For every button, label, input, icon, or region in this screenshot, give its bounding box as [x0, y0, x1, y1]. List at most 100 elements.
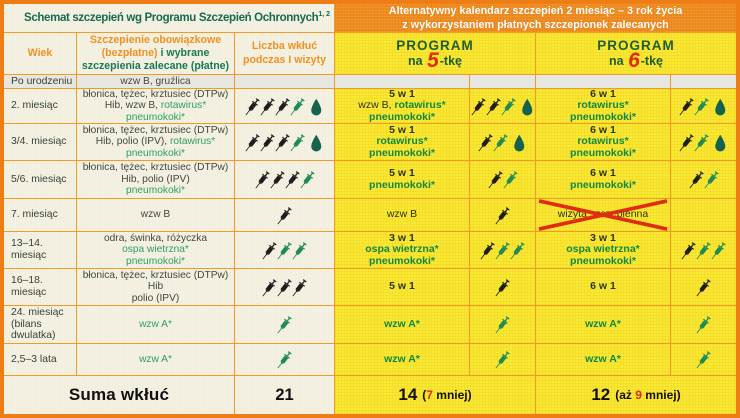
vaccines-cell: błonica, tężec, krztusiec (DTPw) Hib polio…: [77, 269, 235, 306]
text-segment: pneumokoki*: [369, 146, 435, 159]
program6-icons-cell: [671, 344, 736, 376]
age-cell: 3/4. miesiąc: [4, 124, 77, 161]
oral-drop-icon: [715, 134, 726, 152]
program5-vaccines-cell: 3 w 1 ospa wietrzna* pneumokoki*: [335, 232, 470, 269]
syringe-black-icon: [245, 97, 260, 115]
age-line: Po urodzeniu: [11, 75, 73, 87]
age-cell: 5/6. miesiąc: [4, 161, 77, 199]
title-text: Schemat szczepień wg Programu Szczepień …: [24, 12, 319, 24]
vaccines-header-line1: Szczepienie obowiązkowe: [89, 33, 222, 46]
program6-icons-cell: [671, 161, 736, 199]
program5-icons-cell: [470, 75, 536, 89]
text-segment: rotawirus*: [577, 135, 629, 148]
text-line: Hib, wzw B, rotawirus*: [105, 100, 206, 111]
program5-icons-cell: [470, 232, 536, 269]
oral-drop-icon: [514, 134, 525, 152]
column-header-age: Wiek: [4, 33, 77, 75]
syringe-black-icon: [292, 278, 307, 296]
program6-vaccines-cell: wizyta szczepienna: [536, 199, 671, 232]
syringe-black-icon: [262, 278, 277, 296]
syringe-black-icon: [275, 97, 290, 115]
syringe-green-icon: [711, 241, 726, 259]
summary-note: (7 mniej): [422, 388, 471, 402]
text-segment: mniej): [432, 388, 472, 402]
vaccines-cell: błonica, tężec, krztusiec (DTPw) Hib, pol…: [77, 124, 235, 161]
text-line: 6 w 1: [590, 89, 616, 100]
age-line: dwulatka): [11, 330, 56, 342]
program6-icons-cell: [671, 124, 736, 161]
injections-count-cell: [235, 344, 335, 376]
text-segment: pneumokoki*: [126, 255, 185, 267]
text-line: ospa wietrzna*: [566, 243, 640, 256]
summary-value: 12: [591, 385, 611, 404]
syringe-green-icon: [696, 351, 711, 369]
text-segment: na: [408, 53, 423, 68]
syringe-black-icon: [255, 171, 270, 189]
program5-icons-cell: [470, 161, 536, 199]
text-segment: wzw B: [386, 208, 418, 221]
text-line: pneumokoki*: [369, 111, 435, 123]
text-line: wzw A*: [585, 353, 621, 366]
syringe-green-icon: [696, 241, 711, 259]
text-segment: 5 w 1: [389, 166, 415, 179]
text-segment: Hib, wzw B,: [104, 100, 161, 112]
text-line: rotawirus*: [577, 135, 629, 148]
text-segment: pneumokoki*: [369, 254, 435, 267]
syringe-black-icon: [270, 171, 285, 189]
text-segment: pneumokoki*: [126, 111, 185, 123]
text-segment: -tkę: [640, 53, 663, 68]
text-segment: pneumokoki*: [369, 178, 435, 191]
text-segment: Hib: [147, 281, 164, 293]
program5-vaccines-cell: 5 w 1 wzw B, rotawirus* pneumokoki*: [335, 89, 470, 124]
text-segment: mniej): [641, 388, 681, 402]
oral-drop-icon: [311, 134, 322, 152]
text-line: błonica, tężec, krztusiec (DTPw): [83, 125, 229, 136]
text-segment: (aż: [615, 388, 636, 402]
summary-total-program6: 12 (aż 9 mniej): [536, 376, 736, 414]
text-line: błonica, tężec, krztusiec (DTPw): [83, 89, 229, 100]
text-segment: 6 w 1: [590, 89, 616, 100]
text-line: pneumokoki*: [126, 256, 185, 267]
program6-icons-cell: [671, 75, 736, 89]
text-line: rotawirus*: [577, 99, 628, 112]
vaccines-cell: wzw B: [77, 199, 235, 232]
column-header-injections: Liczba wkłuć podczas I wizyty: [235, 33, 335, 75]
text-line: pneumokoki*: [126, 185, 185, 196]
program6-icons-cell: [671, 232, 736, 269]
syringe-black-icon: [679, 97, 694, 115]
injections-header-line1: Liczba wkłuć: [251, 40, 318, 53]
injections-count-cell: [235, 161, 335, 199]
text-segment: pneumokoki*: [570, 110, 636, 123]
text-segment: ospa wietrzna*: [566, 243, 640, 256]
syringe-green-icon: [495, 351, 510, 369]
program5-icons-cell: [470, 124, 536, 161]
age-line: 5/6. miesiąc: [11, 173, 67, 185]
text-segment: 5 w 1: [389, 124, 415, 136]
text-segment: wzw A*: [384, 352, 420, 365]
text-segment: 5 w 1: [389, 280, 415, 293]
syringe-black-icon: [275, 133, 290, 151]
text-segment: pneumokoki*: [570, 146, 636, 159]
age-line: (bilans: [11, 318, 42, 330]
vaccines-header-line3: szczepienia zalecane (płatne): [81, 60, 230, 73]
summary-note-highlight: 7: [426, 388, 433, 402]
syringe-black-icon: [495, 206, 510, 224]
program6-icons-cell: [671, 89, 736, 124]
syringe-green-icon: [292, 241, 307, 259]
text-line: pneumokoki*: [369, 146, 435, 160]
injections-count-cell: [235, 232, 335, 269]
text-segment: odra, świnka, różyczka: [103, 232, 208, 244]
syringe-green-icon: [277, 351, 292, 369]
program6-icons-cell: [671, 269, 736, 306]
syringe-black-icon: [245, 133, 260, 151]
syringe-black-icon: [486, 97, 501, 115]
age-cell: 13–14. miesiąc: [4, 232, 77, 269]
vaccines-cell: wzw A*: [77, 306, 235, 344]
vaccines-cell: wzw A*: [77, 344, 235, 376]
text-segment: 3 w 1: [389, 232, 415, 244]
program5-title: PROGRAM: [396, 38, 474, 54]
text-segment: 6 w 1: [590, 124, 616, 136]
column-header-program6: PROGRAM na 6-tkę: [536, 33, 736, 75]
table-title: Schemat szczepień wg Programu Szczepień …: [4, 4, 335, 33]
text-line: ospa wietrzna*: [122, 244, 189, 255]
